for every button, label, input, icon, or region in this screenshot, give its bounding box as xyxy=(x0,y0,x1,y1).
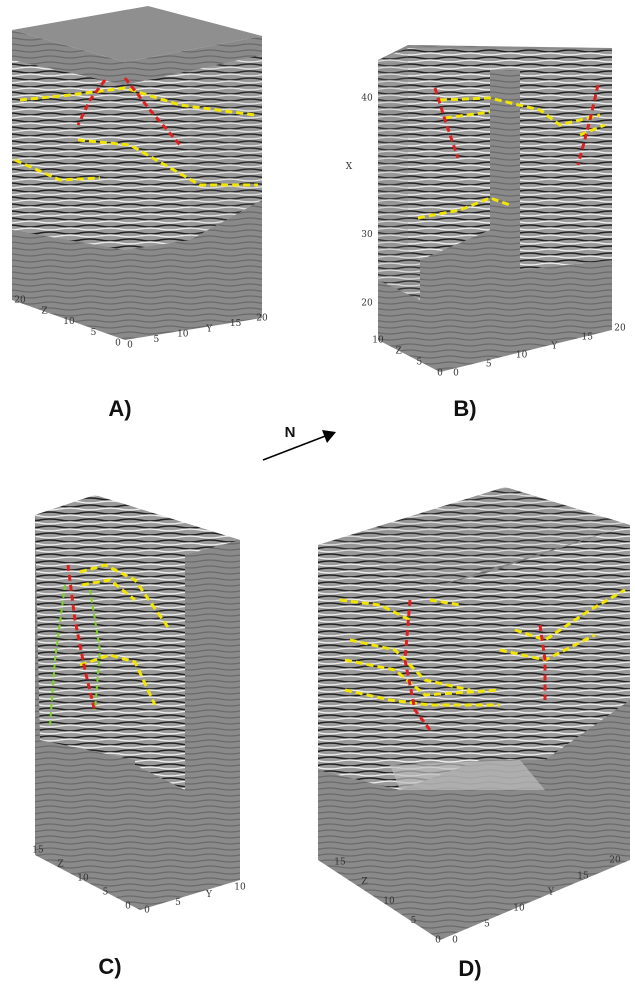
panel-label: D) xyxy=(458,956,481,981)
cube-a xyxy=(12,6,262,340)
panel-label: C) xyxy=(98,954,121,979)
z-axis-label: Z xyxy=(396,347,402,357)
panel-label: A) xyxy=(108,396,131,421)
z-axis-label: Z xyxy=(361,877,367,887)
y-axis-label: 10 xyxy=(513,904,525,914)
z-axis-label: 0 xyxy=(435,936,441,946)
z-axis-label: 15 xyxy=(32,846,44,856)
y-axis-label: 5 xyxy=(484,920,490,930)
y-axis-label: Y xyxy=(205,324,213,334)
y-axis-label: 0 xyxy=(144,906,150,916)
y-axis-label: 15 xyxy=(581,333,593,343)
y-axis-label: Y xyxy=(205,890,213,900)
z-axis-label: 10 xyxy=(63,317,75,327)
y-axis-label: Y xyxy=(547,888,555,898)
z-axis-label: 15 xyxy=(334,858,346,868)
z-axis-label: 5 xyxy=(416,358,422,368)
z-axis-label: 10 xyxy=(383,897,395,907)
y-axis-label: 0 xyxy=(453,369,459,379)
x-axis-label: 20 xyxy=(361,299,373,309)
y-axis-label: 0 xyxy=(452,936,458,946)
z-axis-label: Z xyxy=(57,860,63,870)
y-axis-label: 20 xyxy=(256,314,268,324)
x-axis-label: 40 xyxy=(361,94,373,104)
z-axis-label: 5 xyxy=(91,328,97,338)
z-axis-label: 0 xyxy=(115,339,121,349)
z-axis-label: 20 xyxy=(14,296,26,306)
y-axis-label: 15 xyxy=(230,319,242,329)
y-axis-label: 20 xyxy=(609,856,621,866)
z-axis-label: Z xyxy=(41,306,47,316)
y-axis-label: 10 xyxy=(177,330,189,340)
figure: N A)20Z10500510Y1520B)40X302010Z500510Y1… xyxy=(0,0,635,987)
cube-b xyxy=(378,45,612,372)
north-arrow: N xyxy=(263,424,336,460)
z-axis-label: 0 xyxy=(437,369,443,379)
y-axis-label: 10 xyxy=(234,883,246,893)
x-axis-label: X xyxy=(346,162,353,172)
z-axis-label: 5 xyxy=(103,888,109,898)
y-axis-label: 5 xyxy=(175,898,181,908)
y-axis-label: 5 xyxy=(486,360,492,370)
z-axis-label: 0 xyxy=(125,902,131,912)
y-axis-label: 5 xyxy=(154,335,160,345)
panel-label: B) xyxy=(453,396,476,421)
y-axis-label: 0 xyxy=(127,341,133,351)
y-axis-label: 15 xyxy=(577,872,589,882)
z-axis-label: 10 xyxy=(77,874,89,884)
north-label: N xyxy=(285,424,296,441)
y-axis-label: 10 xyxy=(516,351,528,361)
z-axis-label: 10 xyxy=(372,336,384,346)
y-axis-label: 20 xyxy=(614,324,626,334)
x-axis-label: 30 xyxy=(361,230,373,240)
z-axis-label: 5 xyxy=(411,916,417,926)
cube-c xyxy=(35,495,240,910)
y-axis-label: Y xyxy=(550,342,558,352)
